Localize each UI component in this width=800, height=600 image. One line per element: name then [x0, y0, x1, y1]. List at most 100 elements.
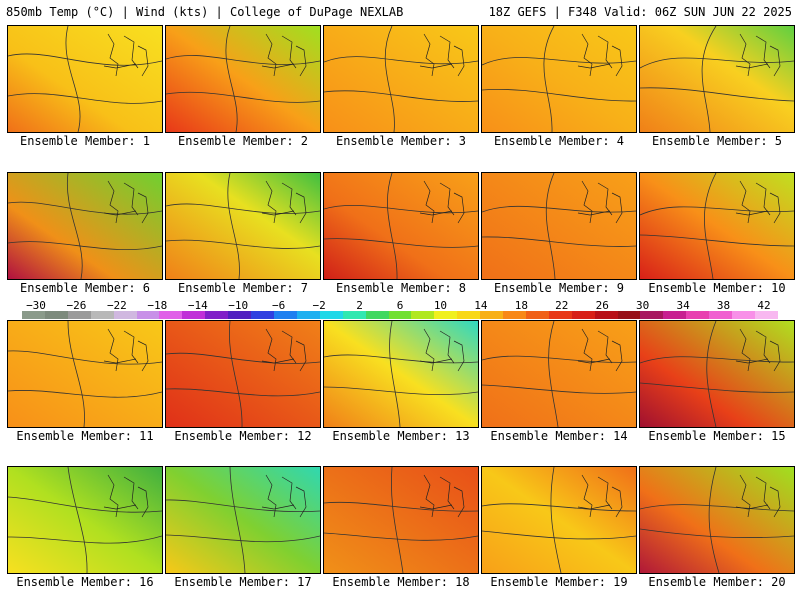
colorbar-swatch — [296, 311, 320, 319]
temperature-map — [165, 320, 321, 428]
panel-caption: Ensemble Member: 8 — [335, 281, 467, 295]
ensemble-panel: Ensemble Member: 17 — [165, 466, 321, 589]
panel-caption: Ensemble Member: 10 — [648, 281, 786, 295]
colorbar-swatch — [365, 311, 389, 319]
temperature-map — [639, 320, 795, 428]
colorbar-label: −6 — [272, 299, 286, 312]
colorbar-swatch — [663, 311, 687, 319]
colorbar-swatch — [205, 311, 229, 319]
colorbar-swatch — [594, 311, 618, 319]
temperature-map — [481, 466, 637, 574]
colorbar: −30 −26 −22 −18 −14 −10 −6 −2 2 6 10 14 18 22 26 30 34 38… — [22, 299, 792, 321]
ensemble-panel: Ensemble Member: 8 — [323, 172, 479, 295]
ensemble-panel: Ensemble Member: 12 — [165, 320, 321, 443]
ensemble-panel: Ensemble Member: 2 — [165, 25, 321, 148]
colorbar-swatch — [251, 311, 274, 319]
ensemble-panel: Ensemble Member: 1 — [7, 25, 163, 148]
panel-caption: Ensemble Member: 17 — [174, 575, 312, 589]
panel-caption: Ensemble Member: 4 — [493, 134, 625, 148]
ensemble-panel: Ensemble Member: 13 — [323, 320, 479, 443]
colorbar-swatch — [732, 311, 755, 319]
colorbar-swatch — [113, 311, 137, 319]
colorbar-label: −30 — [26, 299, 46, 312]
colorbar-label: −22 — [106, 299, 127, 312]
panel-caption: Ensemble Member: 5 — [651, 134, 783, 148]
colorbar-label: 10 — [433, 299, 448, 312]
colorbar-swatch — [228, 311, 252, 319]
colorbar-swatch — [617, 311, 641, 319]
panel-caption: Ensemble Member: 9 — [493, 281, 625, 295]
colorbar-label: −26 — [66, 299, 87, 312]
temperature-map — [165, 25, 321, 133]
ensemble-panel: Ensemble Member: 10 — [639, 172, 795, 295]
colorbar-label: 6 — [396, 299, 404, 312]
colorbar-swatch — [709, 311, 733, 319]
colorbar-swatch — [640, 311, 664, 319]
colorbar-swatch — [182, 311, 206, 319]
panel-caption: Ensemble Member: 15 — [648, 429, 786, 443]
panel-caption: Ensemble Member: 12 — [174, 429, 312, 443]
colorbar-swatch — [273, 311, 297, 319]
colorbar-label: 22 — [555, 299, 569, 312]
panel-caption: Ensemble Member: 7 — [177, 281, 309, 295]
colorbar-swatch — [90, 311, 114, 319]
ensemble-panel: Ensemble Member: 18 — [323, 466, 479, 589]
colorbar-swatch — [319, 311, 343, 319]
temperature-map — [481, 25, 637, 133]
temperature-map — [639, 466, 795, 574]
temperature-map — [7, 466, 163, 574]
temperature-map — [7, 25, 163, 133]
panel-caption: Ensemble Member: 2 — [177, 134, 309, 148]
colorbar-label: −10 — [228, 299, 249, 312]
temperature-map — [323, 25, 479, 133]
panel-caption: Ensemble Member: 11 — [16, 429, 154, 443]
header-title: 850mb Temp (°C) | Wind (kts) | College o… — [6, 5, 404, 19]
temperature-map — [639, 172, 795, 280]
colorbar-label: 30 — [636, 299, 650, 312]
colorbar-label: −18 — [147, 299, 168, 312]
colorbar-swatch — [480, 311, 504, 319]
colorbar-swatch — [411, 311, 435, 319]
ensemble-panel: Ensemble Member: 16 — [7, 466, 163, 589]
temperature-map — [7, 320, 163, 428]
panel-caption: Ensemble Member: 19 — [490, 575, 628, 589]
colorbar-label: 18 — [514, 299, 528, 312]
colorbar-label: 2 — [356, 299, 363, 312]
colorbar-swatch — [503, 311, 526, 319]
header-run-info: 18Z GEFS | F348 Valid: 06Z SUN JUN 22 20… — [488, 5, 792, 19]
colorbar-swatch — [686, 311, 710, 319]
colorbar-label: 34 — [676, 299, 690, 312]
colorbar-swatch — [548, 311, 572, 319]
ensemble-panel: Ensemble Member: 3 — [323, 25, 479, 148]
colorbar-label: 42 — [757, 299, 771, 312]
panel-caption: Ensemble Member: 20 — [648, 575, 786, 589]
colorbar-label: 38 — [716, 299, 731, 312]
panel-caption: Ensemble Member: 6 — [19, 281, 151, 295]
colorbar-swatch — [525, 311, 549, 319]
ensemble-panel: Ensemble Member: 14 — [481, 320, 637, 443]
panel-caption: Ensemble Member: 13 — [332, 429, 470, 443]
colorbar-swatch — [136, 311, 160, 319]
colorbar-swatch — [342, 311, 366, 319]
ensemble-panel: Ensemble Member: 20 — [639, 466, 795, 589]
panel-caption: Ensemble Member: 3 — [335, 134, 467, 148]
colorbar-label: −2 — [312, 299, 326, 312]
panel-caption: Ensemble Member: 18 — [332, 575, 470, 589]
temperature-map — [323, 320, 479, 428]
temperature-map — [7, 172, 163, 280]
colorbar-swatch — [457, 311, 481, 319]
temperature-map — [323, 466, 479, 574]
colorbar-swatch — [388, 311, 412, 319]
colorbar-swatch — [434, 311, 458, 319]
colorbar-label: −14 — [187, 299, 208, 312]
colorbar-swatch — [44, 311, 68, 319]
temperature-map — [165, 466, 321, 574]
panel-caption: Ensemble Member: 1 — [19, 134, 151, 148]
temperature-map — [165, 172, 321, 280]
panel-caption: Ensemble Member: 14 — [490, 429, 628, 443]
ensemble-panel: Ensemble Member: 15 — [639, 320, 795, 443]
temperature-map — [323, 172, 479, 280]
panel-caption: Ensemble Member: 16 — [16, 575, 154, 589]
colorbar-swatch — [755, 311, 778, 319]
colorbar-label: 14 — [474, 299, 488, 312]
